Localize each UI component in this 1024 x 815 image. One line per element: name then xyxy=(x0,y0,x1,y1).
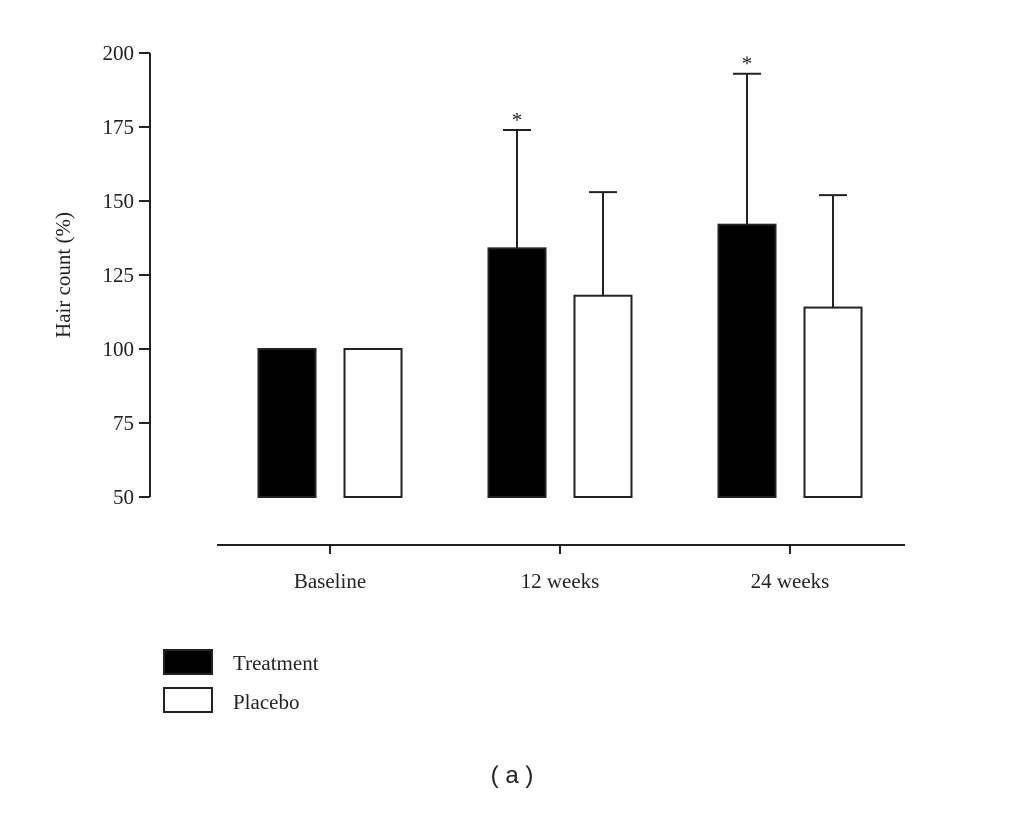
x-tick-label: Baseline xyxy=(294,569,366,593)
x-tick-label: 24 weeks xyxy=(751,569,830,593)
significance-marker: * xyxy=(512,108,523,132)
bar-treatment xyxy=(487,247,547,498)
y-tick-label: 200 xyxy=(103,41,135,65)
bar-treatment xyxy=(257,348,317,498)
bar-placebo xyxy=(803,306,863,498)
legend-swatch-placebo xyxy=(163,687,213,713)
legend: Treatment Placebo xyxy=(163,649,319,714)
legend-label-treatment: Treatment xyxy=(233,651,319,675)
y-tick-label: 75 xyxy=(113,411,134,435)
bar-treatment xyxy=(717,223,777,498)
bar-placebo xyxy=(343,348,403,498)
y-tick-label: 175 xyxy=(103,115,135,139)
legend-label-placebo: Placebo xyxy=(233,690,299,714)
y-axis-label: Hair count (%) xyxy=(51,212,75,338)
y-tick-label: 100 xyxy=(103,337,135,361)
legend-swatch-treatment xyxy=(163,649,213,675)
figure-caption: ( a ) xyxy=(491,762,534,789)
y-tick-label: 50 xyxy=(113,485,134,509)
x-tick-label: 12 weeks xyxy=(521,569,600,593)
x-axis: Baseline 12 weeks 24 weeks xyxy=(217,544,905,593)
bar-placebo xyxy=(573,294,633,498)
significance-marker: * xyxy=(742,52,753,76)
bars: ** xyxy=(257,52,863,498)
y-axis: 50 75 100 125 150 175 200 xyxy=(103,41,151,509)
y-tick-label: 150 xyxy=(103,189,135,213)
y-tick-label: 125 xyxy=(103,263,135,287)
